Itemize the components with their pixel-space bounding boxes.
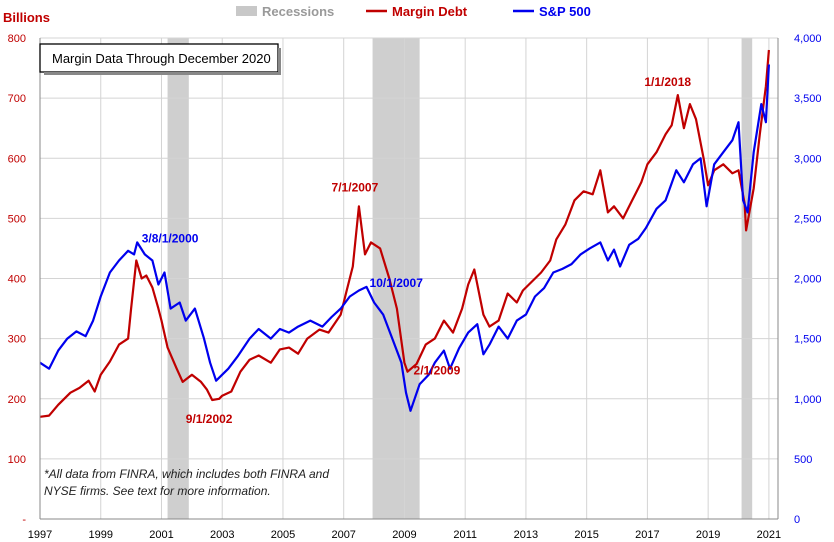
legend-label: S&P 500 [539, 4, 591, 19]
y-right-tick-label: 500 [794, 454, 812, 466]
chart-title: Margin Data Through December 2020 [52, 51, 271, 66]
x-tick-label: 2013 [514, 529, 538, 541]
y-left-tick-label: 400 [8, 274, 26, 286]
x-tick-label: 2011 [453, 529, 477, 541]
x-tick-label: 2019 [696, 529, 720, 541]
x-tick-label: 2005 [271, 529, 295, 541]
footnote: *All data from FINRA, which includes bot… [44, 467, 330, 498]
legend-label: Margin Debt [392, 4, 468, 19]
series-lines [39, 49, 770, 418]
x-tick-label: 2015 [574, 529, 598, 541]
y-left-tick-label: 500 [8, 213, 26, 225]
legend: Recessions Margin Debt S&P 500 [236, 4, 591, 19]
y-left-tick-label: 600 [8, 153, 26, 165]
y-left-tick-label: 700 [8, 93, 26, 105]
y-right-tick-label: 2,000 [794, 274, 822, 286]
x-tick-label: 2009 [392, 529, 416, 541]
y-right-tick-label: 4,000 [794, 33, 822, 45]
y-left-tick-label: 200 [8, 394, 26, 406]
x-tick-label: 2007 [331, 529, 355, 541]
axes [39, 38, 779, 520]
annotation-label: 3/8/1/2000 [142, 231, 199, 245]
annotation-label: 1/1/2018 [644, 75, 691, 89]
title-box: Margin Data Through December 2020 [39, 43, 281, 75]
x-tick-label: 1997 [28, 529, 52, 541]
annotation-label: 2/1/2009 [414, 364, 461, 378]
y-left-tick-label: 100 [8, 454, 26, 466]
y-right-tick-label: 2,500 [794, 213, 822, 225]
annotation-label: 9/1/2002 [186, 412, 233, 426]
y-axis-left-label: Billions [3, 10, 50, 25]
y-left-tick-label: - [22, 514, 26, 526]
x-tick-label: 2003 [210, 529, 234, 541]
y-left-tick-label: 800 [8, 33, 26, 45]
y-right-tick-label: 3,000 [794, 153, 822, 165]
y-left-tick-label: 300 [8, 334, 26, 346]
annotations: 3/8/1/2000 9/1/2002 7/1/2007 10/1/2007 2/1/2… [142, 75, 692, 426]
series-line-margin-debt [39, 49, 770, 418]
y-right-tick-label: 3,500 [794, 93, 822, 105]
x-tick-label: 2021 [757, 529, 781, 541]
series-line-s-p-500 [39, 64, 770, 412]
x-tick-label: 1999 [88, 529, 112, 541]
legend-label: Recessions [262, 4, 334, 19]
annotation-label: 10/1/2007 [370, 276, 424, 290]
y-right-tick-label: 1,000 [794, 394, 822, 406]
y-right-tick-label: 1,500 [794, 334, 822, 346]
legend-swatch-recessions [236, 6, 257, 16]
x-tick-label: 2001 [149, 529, 173, 541]
tick-labels: - 100 200 300 400 500 600 700 800 0 500 1,000 1,500 2… [8, 33, 822, 541]
y-right-tick-label: 0 [794, 514, 800, 526]
x-tick-label: 2017 [635, 529, 659, 541]
annotation-label: 7/1/2007 [332, 180, 379, 194]
